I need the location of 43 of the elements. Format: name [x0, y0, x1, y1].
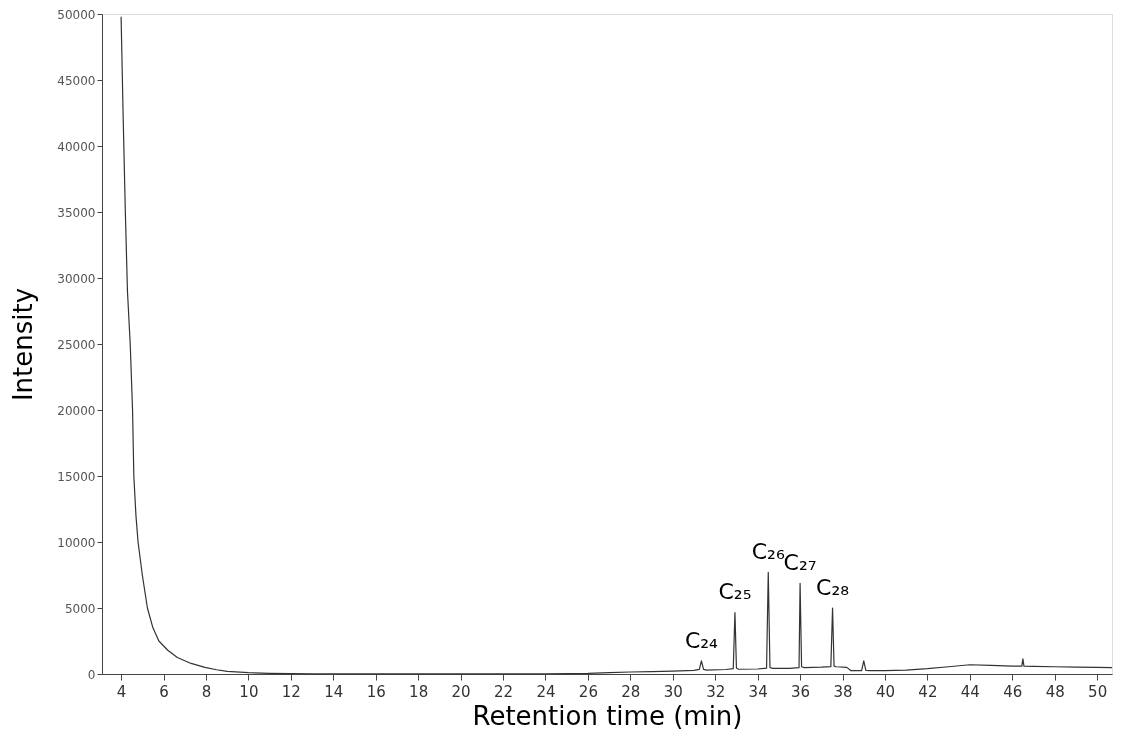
annotation: C₂₄ — [684, 627, 719, 653]
x-tick-label: 10 — [239, 682, 259, 701]
y-tick-label: 20000 — [57, 403, 96, 418]
x-tick-label: 40 — [875, 682, 896, 701]
y-tick-label: 5000 — [64, 601, 96, 616]
y-tick-label: 50000 — [57, 7, 96, 22]
y-axis-title: Intensity — [8, 287, 39, 402]
y-tick-label: 25000 — [57, 337, 96, 352]
x-axis-title: Retention time (min) — [472, 700, 743, 731]
annotation: C₂₇ — [783, 550, 817, 576]
line-series — [120, 16, 1113, 675]
x-tick-label: 36 — [791, 682, 811, 701]
x-tick-label: 26 — [578, 682, 598, 701]
x-tick-label: 6 — [159, 682, 169, 701]
x-tick-label: 50 — [1088, 682, 1108, 701]
x-tick-label: 14 — [324, 682, 344, 701]
y-tick-label: 0 — [87, 667, 96, 682]
x-tick-label: 8 — [201, 682, 212, 701]
x-tick-label: 16 — [366, 682, 386, 701]
annotation: C₂₈ — [816, 575, 850, 600]
annotation: C₂₅ — [718, 579, 752, 605]
x-tick-label: 34 — [748, 682, 768, 701]
y-tick-label: 35000 — [57, 205, 96, 220]
y-tick-label: 15000 — [57, 469, 96, 484]
annotation: C₂₆ — [751, 539, 785, 565]
x-tick-label: 12 — [281, 682, 301, 701]
x-tick-label: 42 — [918, 682, 938, 701]
x-tick-label: 4 — [116, 682, 127, 701]
y-tick-label: 10000 — [57, 535, 96, 550]
x-tick-label: 48 — [1045, 682, 1065, 701]
y-tick-label: 30000 — [57, 271, 96, 286]
x-tick-label: 46 — [1003, 682, 1023, 701]
y-tick-label: 40000 — [57, 139, 96, 154]
x-tick-label: 20 — [451, 682, 471, 701]
y-tick-label: 45000 — [57, 73, 96, 88]
x-tick-label: 38 — [833, 682, 853, 701]
x-tick-label: 24 — [536, 682, 556, 701]
x-tick-label: 44 — [960, 682, 980, 701]
x-tick-label: 22 — [493, 682, 514, 701]
x-tick-label: 32 — [706, 682, 726, 701]
x-tick-label: 30 — [663, 682, 683, 701]
x-tick-label: 18 — [409, 682, 429, 701]
x-tick-label: 28 — [621, 682, 641, 701]
